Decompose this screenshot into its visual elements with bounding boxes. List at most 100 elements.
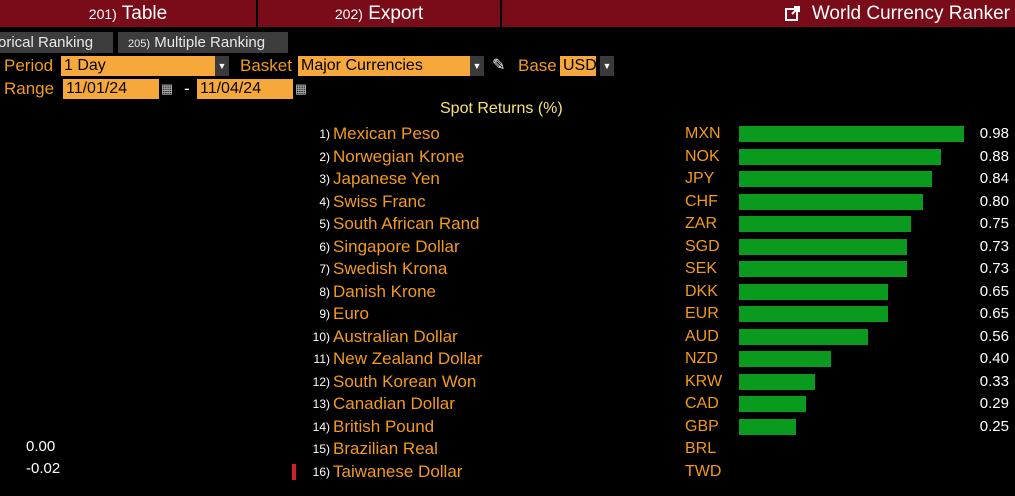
range-end-input[interactable]: 11/04/24	[197, 79, 293, 99]
return-bar	[739, 193, 923, 210]
basket-label: Basket	[240, 56, 292, 75]
rank-number: 1)	[319, 127, 330, 141]
currency-code: AUD	[685, 327, 719, 345]
currency-name[interactable]: Australian Dollar	[333, 326, 458, 346]
currency-code: GBP	[685, 417, 719, 435]
currency-code: KRW	[685, 372, 723, 390]
return-value-label: 0.84	[979, 170, 1009, 187]
rank-number: 9)	[319, 307, 330, 321]
return-bar	[739, 283, 889, 300]
window-title: World Currency Ranker	[740, 0, 1010, 27]
table-menu-button[interactable]: 201) Table	[0, 0, 256, 27]
currency-code: MXN	[685, 125, 721, 142]
currency-name[interactable]: South Korean Won	[333, 371, 477, 391]
currency-name[interactable]: Singapore Dollar	[333, 236, 460, 256]
currency-name[interactable]: South African Rand	[333, 214, 480, 233]
range-label: Range	[4, 79, 55, 98]
tab-historical-ranking[interactable]: orical Ranking	[0, 32, 113, 53]
period-dropdown-icon[interactable]: ▼	[215, 56, 229, 76]
rank-number: 2)	[319, 149, 330, 164]
currency-code: EUR	[685, 305, 719, 322]
axis-label-zero: 0.00	[26, 438, 56, 455]
currency-name[interactable]: Norwegian Krone	[333, 146, 465, 166]
rank-number: 14)	[312, 419, 330, 434]
calendar-icon[interactable]: ▦	[294, 79, 308, 99]
return-value-label: 0.73	[979, 237, 1009, 255]
return-value-label: 0.40	[979, 350, 1009, 367]
tab-multiple-ranking[interactable]: 205) Multiple Ranking	[118, 32, 288, 53]
currency-name[interactable]: Swedish Krona	[333, 259, 448, 278]
currency-name[interactable]: Mexican Peso	[333, 124, 440, 143]
return-value-label: 0.65	[979, 305, 1009, 322]
currency-code: NOK	[685, 147, 720, 165]
currency-code: ZAR	[685, 215, 717, 232]
return-bar	[739, 306, 889, 322]
return-bar	[739, 171, 932, 187]
currency-name[interactable]: Japanese Yen	[333, 169, 440, 188]
currency-name[interactable]: Swiss Franc	[333, 191, 426, 211]
range-start-input[interactable]: 11/01/24	[63, 79, 159, 99]
window-title-text: World Currency Ranker	[811, 3, 1010, 24]
rank-number: 13)	[312, 397, 330, 411]
rank-number: 3)	[319, 172, 330, 186]
tab-historical-ranking-label: orical Ranking	[0, 34, 94, 51]
return-value-label: 0.88	[979, 147, 1009, 165]
rank-number: 8)	[319, 284, 330, 299]
return-bar	[739, 328, 868, 345]
export-menu-button[interactable]: 202) Export	[258, 0, 500, 27]
menu-bar: 201) Table 202) Export World Currency Ra…	[0, 0, 1015, 27]
period-label: Period	[4, 56, 54, 75]
negative-return-marker	[292, 463, 296, 480]
tab-multiple-ranking-label: Multiple Ranking	[154, 34, 266, 51]
return-bar	[739, 148, 942, 165]
return-value-label: 0.75	[979, 215, 1009, 232]
rank-number: 11)	[313, 352, 330, 366]
base-label: Base	[518, 56, 557, 75]
currency-code: CHF	[685, 192, 718, 210]
rank-number: 5)	[319, 217, 330, 231]
base-dropdown-icon[interactable]: ▼	[600, 56, 614, 76]
currency-name[interactable]: Danish Krone	[333, 281, 437, 301]
table-menu-number: 201)	[88, 6, 117, 22]
external-link-icon[interactable]	[784, 2, 800, 21]
range-separator: -	[184, 79, 190, 98]
return-value-label: 0.98	[979, 125, 1009, 142]
currency-name[interactable]: Taiwanese Dollar	[333, 461, 463, 481]
currency-name[interactable]: New Zealand Dollar	[333, 349, 483, 368]
return-bar	[739, 238, 907, 255]
currency-name[interactable]: Euro	[333, 304, 369, 323]
rank-number: 10)	[312, 329, 330, 344]
rank-number: 12)	[312, 374, 330, 389]
return-value-label: 0.29	[979, 395, 1009, 412]
rank-number: 6)	[319, 239, 330, 254]
edit-basket-icon[interactable]: ✎	[492, 57, 506, 74]
rank-number: 4)	[319, 194, 330, 209]
period-select[interactable]: 1 Day	[61, 56, 215, 76]
currency-code: JPY	[685, 170, 715, 187]
tab-multiple-number: 205)	[128, 38, 151, 50]
currency-code: SEK	[685, 260, 718, 277]
export-menu-number: 202)	[334, 6, 363, 22]
table-menu-label: Table	[121, 3, 168, 24]
basket-dropdown-icon[interactable]: ▼	[470, 56, 484, 76]
return-bar	[739, 126, 964, 142]
currency-code: CAD	[685, 395, 719, 412]
currency-code: SGD	[685, 237, 720, 255]
return-bar	[739, 418, 797, 435]
return-value-label: 0.56	[979, 327, 1009, 345]
currency-name[interactable]: British Pound	[333, 416, 435, 436]
currency-name[interactable]: Canadian Dollar	[333, 394, 455, 413]
currency-name[interactable]: Brazilian Real	[333, 439, 438, 458]
calendar-icon[interactable]: ▦	[160, 79, 174, 99]
axis-label-negative: -0.02	[26, 460, 61, 477]
return-value-label: 0.33	[979, 372, 1009, 390]
currency-code: TWD	[685, 462, 722, 480]
currency-code: NZD	[685, 350, 718, 367]
basket-select[interactable]: Major Currencies	[298, 56, 470, 76]
base-select[interactable]: USD	[560, 56, 597, 76]
export-menu-label: Export	[368, 3, 424, 24]
return-value-label: 0.25	[979, 417, 1009, 435]
chart-title: Spot Returns (%)	[440, 100, 563, 117]
return-bar	[739, 261, 907, 277]
return-bar	[739, 216, 912, 232]
